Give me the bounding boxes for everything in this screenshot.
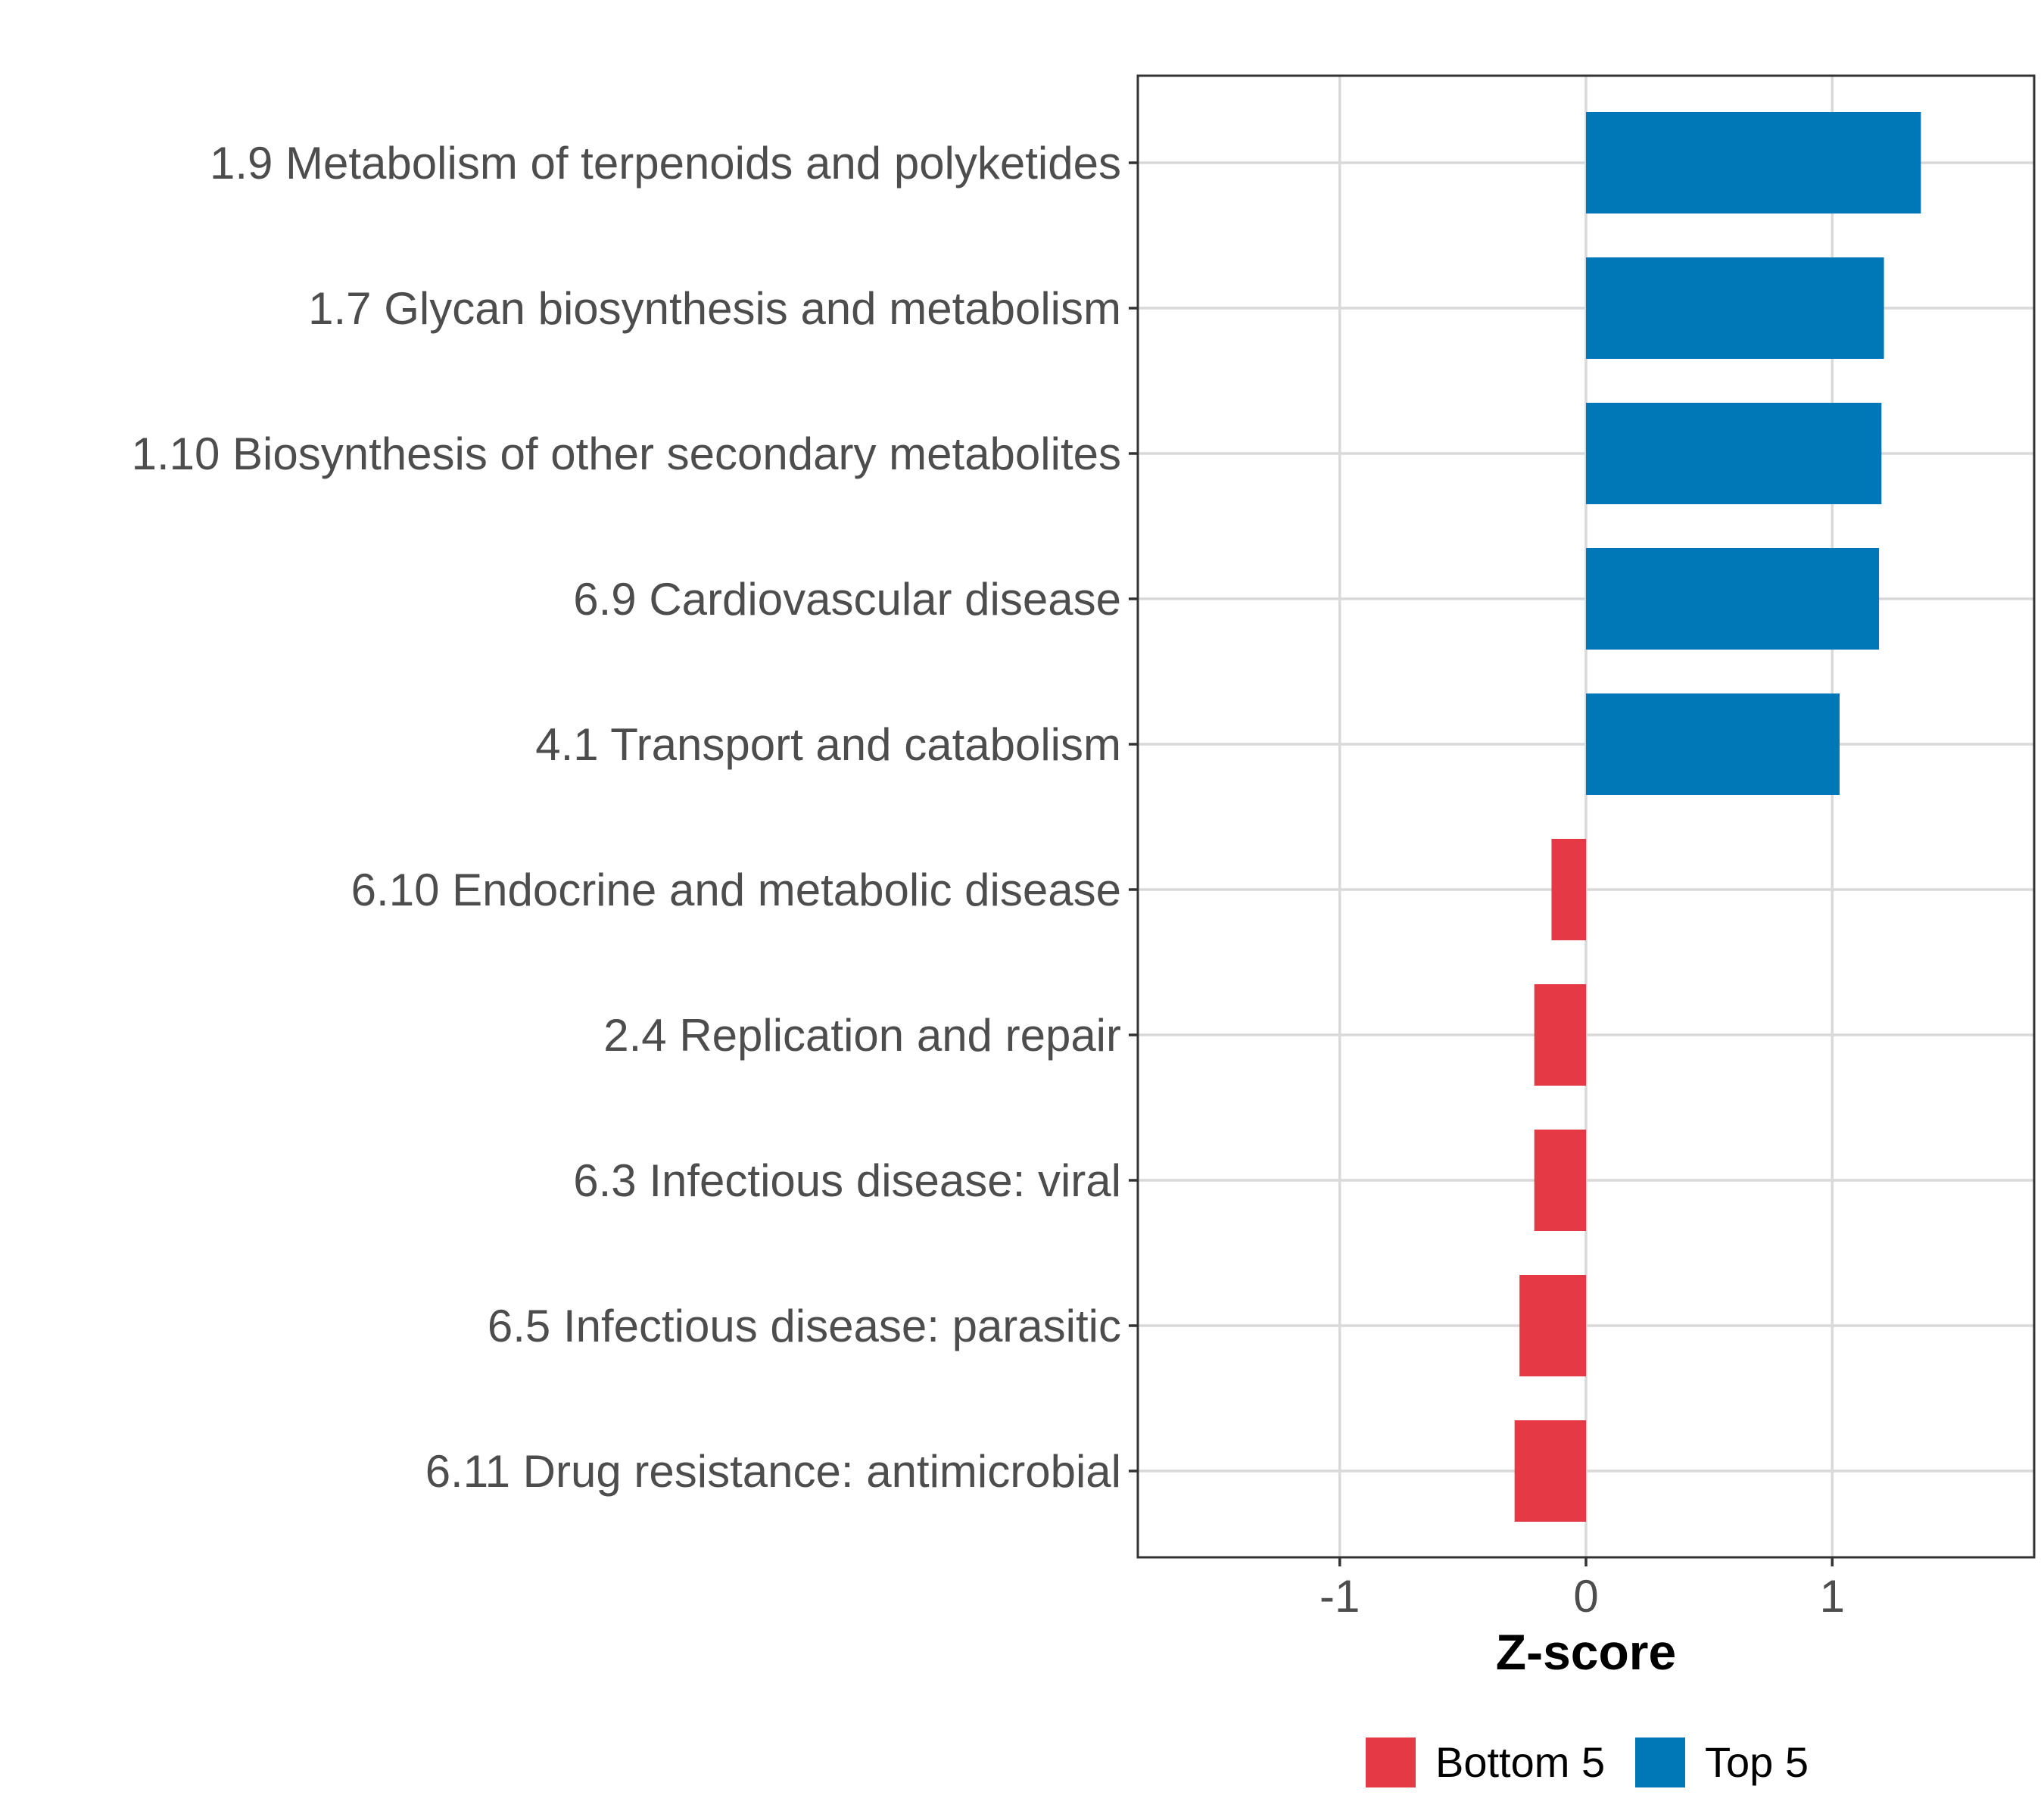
x-tick-label: 1 <box>1820 1571 1845 1622</box>
y-tick-label: 6.9 Cardiovascular disease <box>573 574 1121 625</box>
axis-layer: 1.9 Metabolism of terpenoids and polyket… <box>132 138 1845 1622</box>
legend-key-top <box>1635 1738 1685 1787</box>
bar-bottom-6 <box>1551 839 1586 940</box>
bar-top-5 <box>1586 693 1840 795</box>
y-tick-label: 6.10 Endocrine and metabolic disease <box>351 865 1121 915</box>
x-tick-label: 0 <box>1573 1571 1598 1622</box>
y-tick-label: 1.7 Glycan biosynthesis and metabolism <box>308 283 1121 334</box>
x-tick-label: -1 <box>1320 1571 1360 1622</box>
legend-key-bottom <box>1366 1738 1416 1787</box>
bar-top-3 <box>1586 403 1882 504</box>
y-tick-label: 2.4 Replication and repair <box>603 1010 1121 1061</box>
legend: Bottom 5 Top 5 <box>1366 1738 1809 1787</box>
bar-top-1 <box>1586 112 1921 213</box>
bar-bottom-9 <box>1519 1275 1586 1376</box>
y-tick-label: 6.11 Drug resistance: antimicrobial <box>425 1446 1121 1497</box>
legend-label: Bottom 5 <box>1435 1738 1605 1786</box>
bar-bottom-10 <box>1514 1420 1586 1522</box>
y-tick-label: 6.3 Infectious disease: viral <box>573 1155 1121 1206</box>
bar-top-2 <box>1586 257 1884 359</box>
y-tick-label: 1.9 Metabolism of terpenoids and polyket… <box>210 138 1121 189</box>
y-tick-label: 6.5 Infectious disease: parasitic <box>488 1301 1121 1351</box>
y-tick-label: 4.1 Transport and catabolism <box>535 719 1121 770</box>
bar-bottom-7 <box>1534 984 1586 1086</box>
x-axis-title: Z-score <box>1496 1624 1676 1680</box>
bar-bottom-8 <box>1534 1130 1586 1231</box>
y-tick-label: 1.10 Biosynthesis of other secondary met… <box>132 429 1121 479</box>
bar-top-4 <box>1586 548 1880 650</box>
bar-layer <box>1514 112 1921 1522</box>
legend-label: Top 5 <box>1705 1738 1809 1786</box>
